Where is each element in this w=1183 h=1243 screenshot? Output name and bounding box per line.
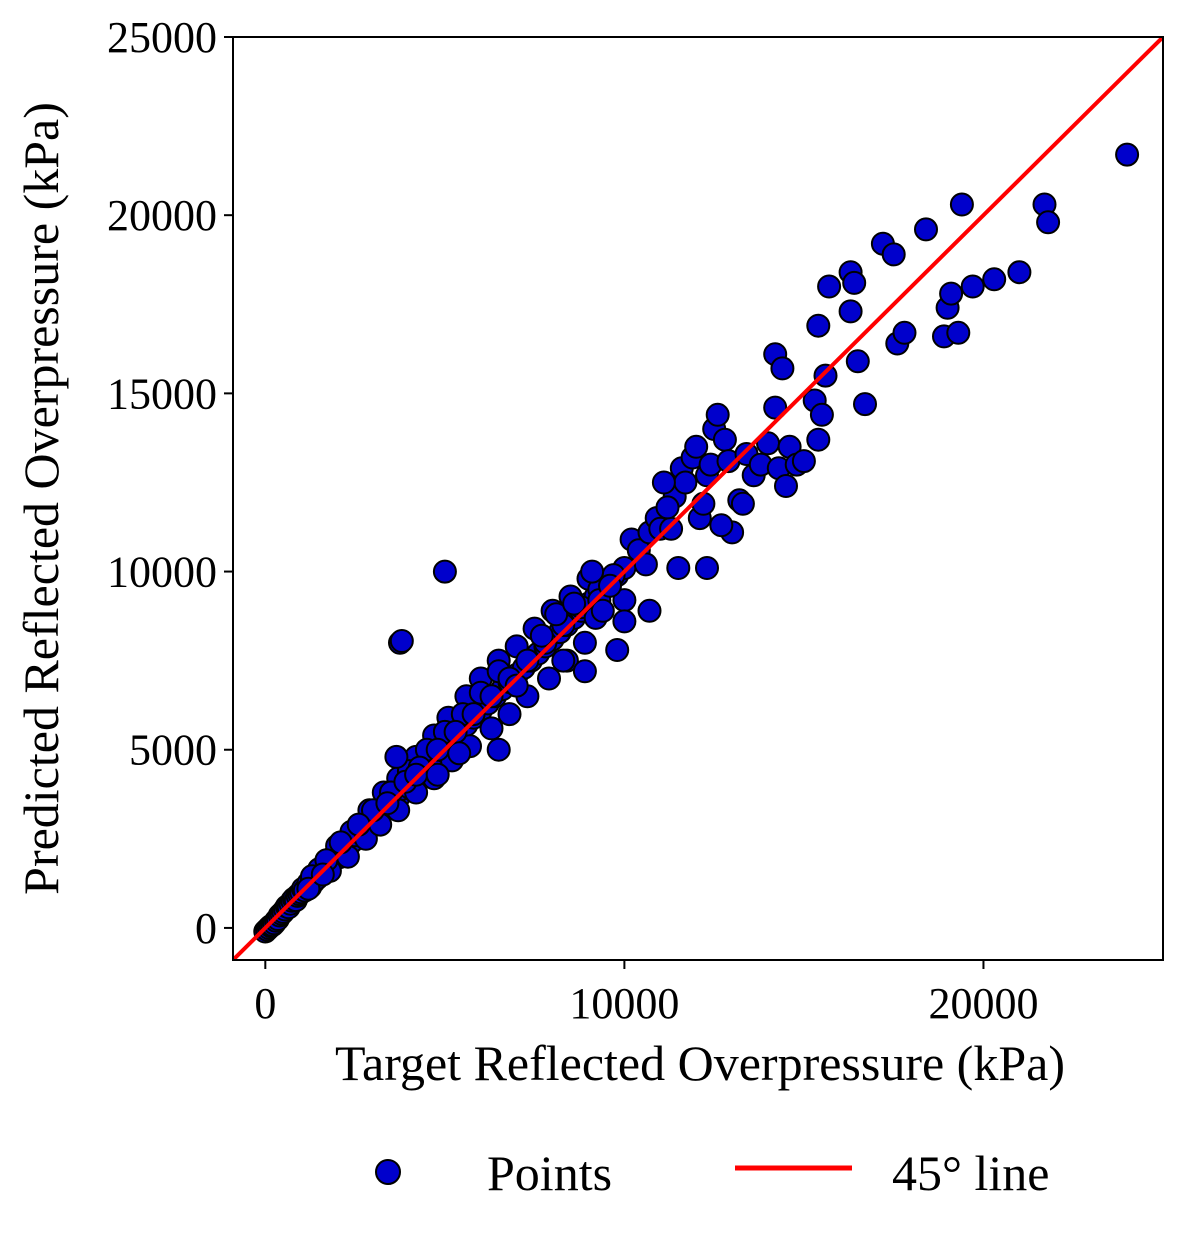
data-point [1115, 142, 1140, 167]
y-axis-label: Predicted Reflected Overpressure (kPa) [13, 102, 69, 895]
data-point [845, 349, 870, 374]
data-point [551, 648, 576, 673]
data-point [479, 716, 504, 741]
data-point [695, 556, 719, 580]
data-point [504, 673, 529, 698]
data-point [655, 495, 680, 520]
data-point [633, 552, 658, 577]
data-point [605, 638, 630, 662]
data-point [572, 630, 597, 655]
data-point [461, 702, 486, 727]
data-point [914, 217, 938, 242]
data-point [590, 598, 615, 623]
data-point [562, 591, 587, 616]
y-axis-ticks: 0 5000 10000 15000 20000 25000 [107, 13, 233, 953]
data-point [384, 744, 409, 769]
data-point [806, 313, 831, 338]
data-point [659, 516, 684, 541]
x-tick-label: 0 [254, 979, 276, 1028]
data-point [813, 363, 838, 388]
y-tick-label: 10000 [107, 548, 217, 597]
data-point [432, 559, 457, 584]
x-axis-label: Target Reflected Overpressure (kPa) [335, 1035, 1065, 1091]
data-point [684, 434, 709, 459]
data-point [580, 559, 605, 584]
x-tick-label: 10000 [569, 979, 679, 1028]
data-point [946, 320, 971, 345]
legend: Points 45° line [375, 1145, 1049, 1201]
data-point [404, 762, 429, 787]
data-point [770, 356, 795, 381]
data-point [817, 274, 842, 299]
x-tick-label: 20000 [928, 979, 1038, 1028]
data-point [1036, 210, 1061, 235]
points-layer [253, 142, 1140, 944]
data-point [346, 812, 371, 837]
y-tick-label: 15000 [107, 369, 217, 418]
data-point [774, 474, 798, 498]
data-point [612, 609, 637, 634]
data-point [892, 320, 917, 345]
data-point [572, 659, 597, 684]
reference-45-degree-line [233, 37, 1163, 960]
data-point [425, 762, 450, 787]
y-tick-label: 20000 [107, 191, 217, 240]
data-point [763, 395, 788, 420]
data-point [691, 491, 716, 516]
data-point [712, 427, 737, 452]
data-point [982, 267, 1007, 292]
x-axis-ticks: 0 10000 20000 [254, 960, 1038, 1028]
y-tick-label: 25000 [107, 13, 217, 62]
data-point [375, 791, 400, 816]
data-point [806, 427, 831, 452]
data-point [328, 830, 353, 855]
data-point [537, 666, 561, 691]
data-point [296, 876, 321, 901]
data-point [853, 392, 877, 417]
data-point [791, 449, 816, 474]
data-point [939, 281, 964, 306]
data-point [960, 274, 985, 299]
data-point [709, 513, 734, 538]
data-point [389, 629, 414, 653]
data-point [809, 402, 834, 427]
y-tick-label: 5000 [129, 726, 217, 775]
y-tick-label: 0 [195, 904, 217, 953]
data-point [673, 470, 698, 495]
data-point [705, 402, 730, 427]
data-point [1007, 260, 1032, 285]
data-point [544, 602, 569, 627]
data-point [838, 299, 863, 324]
data-point [529, 623, 554, 648]
data-point [842, 270, 867, 295]
data-point [497, 702, 522, 727]
data-point [637, 598, 662, 623]
data-point [949, 192, 974, 217]
data-point [881, 242, 906, 267]
data-point [479, 684, 504, 709]
data-point [486, 737, 511, 762]
data-point [651, 470, 676, 495]
data-point [666, 556, 691, 580]
data-point [310, 862, 335, 887]
data-point [447, 741, 472, 766]
plot-frame [232, 36, 1164, 961]
data-point [515, 648, 540, 673]
legend-label-points: Points [487, 1145, 612, 1201]
legend-marker-points [375, 1159, 401, 1185]
legend-label-45-degree-line: 45° line [892, 1145, 1049, 1201]
data-point [730, 491, 755, 516]
